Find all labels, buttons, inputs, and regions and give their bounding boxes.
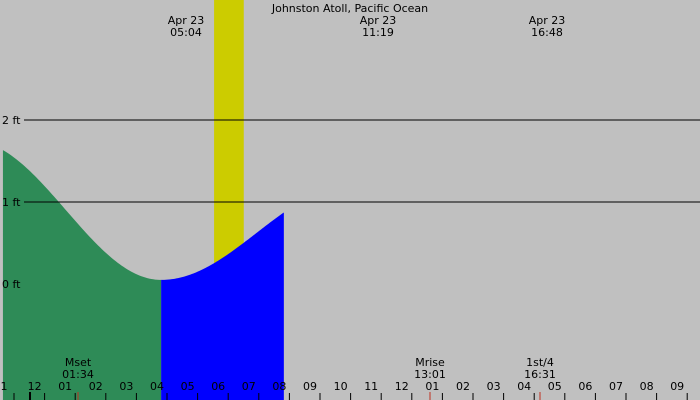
hour-label: 09 [670, 380, 684, 393]
top-event-time: 16:48 [531, 26, 563, 39]
y-label: 2 ft [2, 114, 21, 127]
hour-label: 08 [640, 380, 654, 393]
tide-areas [2, 150, 284, 400]
hour-label: 07 [242, 380, 256, 393]
hour-label: 04 [517, 380, 531, 393]
hour-label: 04 [150, 380, 164, 393]
hour-label: 08 [272, 380, 286, 393]
hour-label: 11 [364, 380, 378, 393]
y-label: 0 ft [2, 278, 21, 291]
hour-label: 06 [578, 380, 592, 393]
top-event-date: Apr 23 [360, 14, 397, 27]
hour-label: 12 [28, 380, 42, 393]
hour-label: 03 [487, 380, 501, 393]
tide-segment-falling [2, 150, 162, 400]
hour-label: 12 [395, 380, 409, 393]
bottom-event-time: 01:34 [62, 368, 94, 381]
y-axis-labels: 2 ft 1 ft 0 ft [2, 114, 21, 291]
hour-label: 05 [548, 380, 562, 393]
hour-label: 06 [211, 380, 225, 393]
bottom-event-name: 1st/4 [526, 356, 554, 369]
y-label: 1 ft [2, 196, 21, 209]
hour-axis: 1 12 01 02 03 04 05 06 07 08 09 10 11 12 01 02 03 04 05 06 0… [1, 380, 688, 400]
hour-label: 10 [334, 380, 348, 393]
chart-title: Johnston Atoll, Pacific Ocean [271, 2, 428, 15]
hour-label: 05 [181, 380, 195, 393]
hour-label: 02 [89, 380, 103, 393]
hour-label: 01 [425, 380, 439, 393]
top-event-time: 11:19 [362, 26, 394, 39]
bottom-event-name: Mrise [415, 356, 445, 369]
top-event-time: 05:04 [170, 26, 202, 39]
bottom-event-time: 13:01 [414, 368, 446, 381]
hour-label: 1 [1, 380, 8, 393]
top-event-date: Apr 23 [168, 14, 205, 27]
top-event-date: Apr 23 [529, 14, 566, 27]
hour-label: 07 [609, 380, 623, 393]
hour-label: 09 [303, 380, 317, 393]
bottom-event-time: 16:31 [524, 368, 556, 381]
hour-label: 03 [119, 380, 133, 393]
bottom-event-name: Mset [65, 356, 92, 369]
hour-label: 02 [456, 380, 470, 393]
hour-label: 01 [58, 380, 72, 393]
gridlines [24, 119, 700, 203]
tide-segment-rising [161, 212, 284, 400]
